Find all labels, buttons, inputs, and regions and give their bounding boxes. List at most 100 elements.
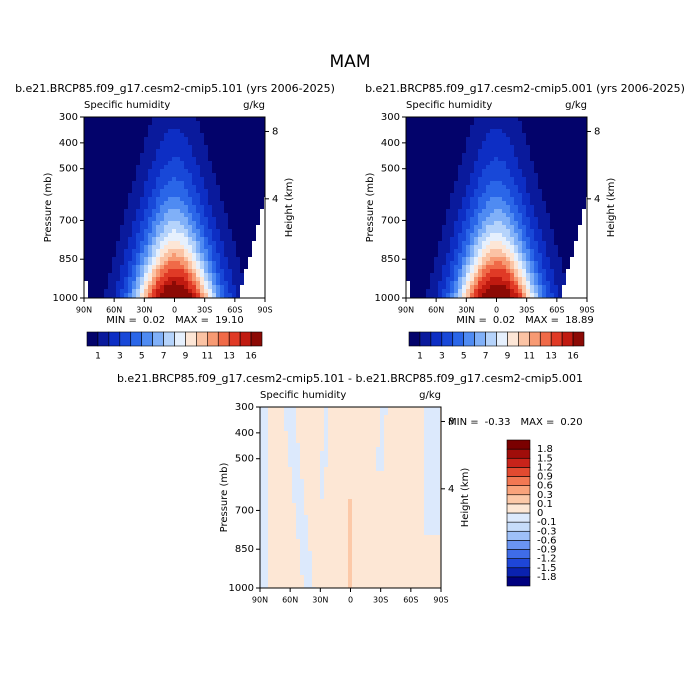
contour-cell <box>160 241 165 246</box>
contour-cell <box>104 125 109 130</box>
contour-cell <box>304 459 309 464</box>
contour-cell <box>320 419 325 424</box>
contour-cell <box>192 141 197 146</box>
contour-cell <box>420 451 425 456</box>
contour-cell <box>558 245 563 250</box>
contour-cell <box>212 141 217 146</box>
contour-cell <box>236 225 241 230</box>
contour-cell <box>356 447 361 452</box>
contour-cell <box>204 221 209 226</box>
contour-cell <box>410 281 415 286</box>
contour-cell <box>136 253 141 258</box>
contour-cell <box>482 153 487 158</box>
contour-cell <box>200 161 205 166</box>
y2-tick-label: 8 <box>272 126 278 137</box>
contour-cell <box>558 229 563 234</box>
contour-cell <box>550 265 555 270</box>
contour-cell <box>562 133 567 138</box>
contour-cell <box>450 213 455 218</box>
contour-cell <box>514 185 519 190</box>
contour-cell <box>100 245 105 250</box>
contour-cell <box>228 293 233 298</box>
contour-cell <box>424 439 429 444</box>
contour-cell <box>446 225 451 230</box>
contour-cell <box>340 459 345 464</box>
contour-cell <box>96 261 101 266</box>
contour-cell <box>160 133 165 138</box>
contour-cell <box>554 229 559 234</box>
contour-cell <box>550 201 555 206</box>
contour-cell <box>420 407 425 412</box>
contour-cell <box>574 165 579 170</box>
contour-cell <box>418 241 423 246</box>
contour-cell <box>112 225 117 230</box>
contour-cell <box>164 225 169 230</box>
contour-cell <box>570 197 575 202</box>
contour-cell <box>522 165 527 170</box>
contour-cell <box>506 201 511 206</box>
contour-cell <box>570 265 575 270</box>
contour-cell <box>502 205 507 210</box>
contour-cell <box>152 277 157 282</box>
contour-cell <box>498 225 503 230</box>
contour-cell <box>184 249 189 254</box>
contour-cell <box>172 249 177 254</box>
contour-cell <box>132 157 137 162</box>
colorbar-label: 9 <box>183 352 189 362</box>
contour-cell <box>530 181 535 186</box>
contour-cell <box>264 439 269 444</box>
contour-cell <box>412 427 417 432</box>
contour-cell <box>482 117 487 122</box>
contour-cell <box>84 205 89 210</box>
contour-cell <box>188 121 193 126</box>
contour-cell <box>426 225 431 230</box>
contour-cell <box>84 129 89 134</box>
contour-cell <box>356 423 361 428</box>
contour-cell <box>462 269 467 274</box>
contour-cell <box>546 229 551 234</box>
contour-cell <box>570 213 575 218</box>
contour-cell <box>574 141 579 146</box>
contour-cell <box>418 225 423 230</box>
contour-cell <box>284 443 289 448</box>
contour-cell <box>582 161 587 166</box>
contour-cell <box>436 407 441 412</box>
contour-cell <box>160 289 165 294</box>
contour-cell <box>184 233 189 238</box>
contour-cell <box>96 237 101 242</box>
contour-cell <box>562 173 567 178</box>
contour-cell <box>550 293 555 298</box>
contour-cell <box>578 125 583 130</box>
contour-cell <box>550 185 555 190</box>
contour-cell <box>578 265 583 270</box>
y-tick-label: 400 <box>381 138 400 149</box>
contour-cell <box>360 431 365 436</box>
contour-cell <box>168 133 173 138</box>
contour-cell <box>466 289 471 294</box>
contour-cell <box>438 229 443 234</box>
contour-cell <box>526 265 531 270</box>
contour-cell <box>104 217 109 222</box>
contour-cell <box>200 145 205 150</box>
contour-cell <box>554 125 559 130</box>
contour-cell <box>542 145 547 150</box>
contour-cell <box>422 181 427 186</box>
contour-cell <box>558 149 563 154</box>
contour-cell <box>256 265 261 270</box>
contour-cell <box>538 213 543 218</box>
contour-cell <box>470 197 475 202</box>
contour-cell <box>268 431 273 436</box>
contour-cell <box>228 201 233 206</box>
contour-cell <box>176 273 181 278</box>
contour-cell <box>124 177 129 182</box>
contour-cell <box>96 133 101 138</box>
contour-cell <box>296 451 301 456</box>
contour-cell <box>276 455 281 460</box>
contour-cell <box>160 213 165 218</box>
contour-cell <box>300 439 305 444</box>
contour-cell <box>434 153 439 158</box>
contour-cell <box>84 117 89 122</box>
contour-cell <box>256 153 261 158</box>
contour-cell <box>180 149 185 154</box>
contour-cell <box>248 157 253 162</box>
